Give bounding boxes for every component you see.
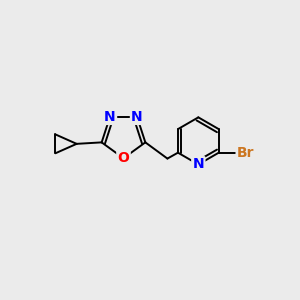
Text: O: O [118,151,129,165]
Text: Br: Br [236,146,254,160]
Text: N: N [193,158,204,172]
Text: N: N [131,110,143,124]
Text: N: N [104,110,116,124]
